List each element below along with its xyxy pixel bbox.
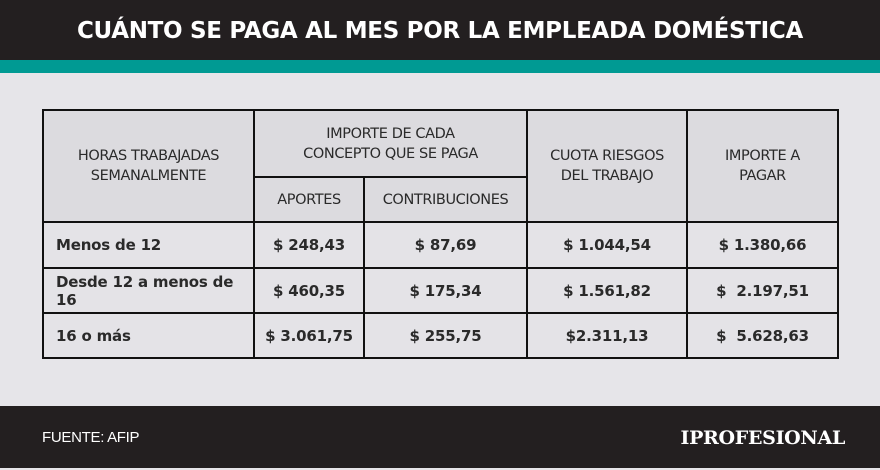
cell-aportes: $ 3.061,75 xyxy=(253,312,365,359)
header-hours: HORAS TRABAJADAS SEMANALMENTE xyxy=(42,109,255,223)
accent-stripe xyxy=(0,60,880,73)
cell-contribuciones: $ 87,69 xyxy=(363,221,528,269)
cell-aportes: $ 460,35 xyxy=(253,267,365,314)
cell-importe: $ 2.197,51 xyxy=(686,267,839,314)
title-bar xyxy=(0,0,880,60)
salary-table: HORAS TRABAJADAS SEMANALMENTE IMPORTE DE… xyxy=(42,109,839,359)
salary-table-container: HORAS TRABAJADAS SEMANALMENTE IMPORTE DE… xyxy=(42,109,839,359)
page-title: CUÁNTO SE PAGA AL MES POR LA EMPLEADA DO… xyxy=(76,18,804,44)
header-cuota-riesgos: CUOTA RIESGOS DEL TRABAJO xyxy=(526,109,688,223)
cell-cuota: $2.311,13 xyxy=(526,312,688,359)
cell-contribuciones: $ 255,75 xyxy=(363,312,528,359)
cell-cuota: $ 1.044,54 xyxy=(526,221,688,269)
header-concept-group: IMPORTE DE CADA CONCEPTO QUE SE PAGA xyxy=(253,109,528,178)
cell-aportes: $ 248,43 xyxy=(253,221,365,269)
header-contribuciones: CONTRIBUCIONES xyxy=(363,176,528,223)
table-row: 16 o más $ 3.061,75 $ 255,75 $2.311,13 $… xyxy=(42,312,839,359)
cell-importe: $ 1.380,66 xyxy=(686,221,839,269)
header-row-sub: APORTES CONTRIBUCIONES xyxy=(43,176,838,223)
header-aportes: APORTES xyxy=(253,176,365,223)
table-row: Desde 12 a menos de 16 $ 460,35 $ 175,34… xyxy=(42,267,839,314)
table-row: Menos de 12 $ 248,43 $ 87,69 $ 1.044,54 … xyxy=(42,221,839,269)
footer-bar xyxy=(0,406,880,468)
source-label: FUENTE: AFIP xyxy=(42,429,140,446)
cell-importe: $ 5.628,63 xyxy=(686,312,839,359)
cell-cuota: $ 1.561,82 xyxy=(526,267,688,314)
iprofesional-logo: IPROFESIONAL xyxy=(680,427,845,449)
header-importe-a-pagar: IMPORTE A PAGAR xyxy=(686,109,839,223)
cell-hours: Menos de 12 xyxy=(42,221,255,269)
cell-contribuciones: $ 175,34 xyxy=(363,267,528,314)
cell-hours: Desde 12 a menos de 16 xyxy=(42,267,255,314)
cell-hours: 16 o más xyxy=(42,312,255,359)
header-row-top: HORAS TRABAJADAS SEMANALMENTE IMPORTE DE… xyxy=(42,109,839,223)
